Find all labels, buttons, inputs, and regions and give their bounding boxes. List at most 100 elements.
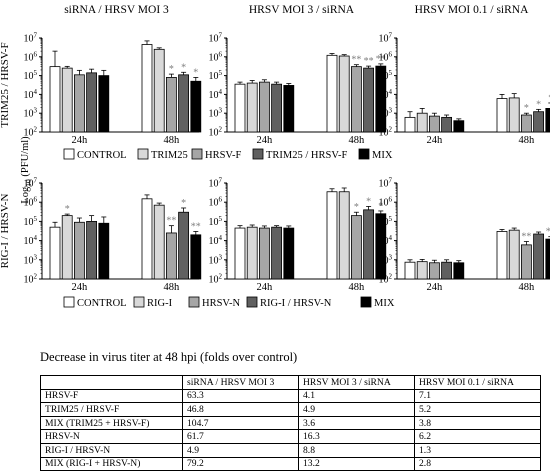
y-tick-label: 106 — [379, 196, 393, 209]
x-tick-label: 24h — [427, 135, 444, 146]
y-tick-label: 104 — [209, 88, 223, 101]
bar — [326, 191, 338, 280]
legend-swatch — [360, 296, 372, 308]
y-tick-label: 103 — [209, 107, 223, 120]
bar — [496, 98, 508, 133]
y-tick-label: 106 — [24, 50, 38, 63]
bar — [246, 226, 258, 280]
bar — [404, 261, 416, 280]
table-row: HRSV-F 63.3 4.1 7.1 — [40, 388, 541, 404]
table-cell: 3.6 — [298, 415, 415, 431]
y-tick-label: 104 — [24, 234, 38, 247]
table-row: MIX (TRIM25 + HRSV-F) 104.7 3.6 3.8 — [40, 415, 541, 431]
y-tick-label: 106 — [209, 196, 223, 209]
legend-label: TRIM25 — [151, 150, 188, 161]
significance-mark: ** — [546, 227, 550, 238]
legend-label: CONTROL — [77, 150, 127, 161]
bar — [508, 97, 520, 133]
table-header-cell: HRSV MOI 0.1 / siRNA — [414, 375, 541, 390]
bar — [283, 227, 295, 280]
bar — [533, 233, 544, 280]
y-tick-label: 106 — [379, 50, 393, 63]
y-tick-label: 105 — [209, 69, 223, 82]
table-cell: 4.9 — [182, 442, 299, 458]
bar — [545, 238, 550, 280]
bar — [428, 262, 440, 280]
y-tick-label: 102 — [379, 273, 393, 286]
y-tick-label: 107 — [379, 32, 393, 45]
bar — [338, 55, 350, 133]
significance-mark: ** — [376, 54, 386, 65]
bar — [49, 226, 61, 280]
table-cell: 61.7 — [182, 429, 299, 444]
x-tick-label: 24h — [72, 135, 89, 146]
bar — [363, 67, 375, 133]
table-cell: 5.2 — [414, 402, 541, 417]
table-cell: 3.8 — [414, 415, 541, 431]
x-tick-label: 48h — [519, 282, 536, 293]
bar — [61, 215, 73, 280]
legend-swatch — [358, 148, 370, 160]
legend-swatch — [191, 148, 203, 160]
y-tick-label: 103 — [24, 253, 38, 266]
bar — [190, 80, 202, 133]
significance-mark: ** — [191, 221, 201, 232]
bar — [153, 204, 165, 280]
bar — [416, 112, 428, 133]
y-tick-label: 102 — [24, 273, 38, 286]
x-tick-label: 48h — [349, 282, 366, 293]
legend-label: TRIM25 / HRSV-F — [266, 150, 347, 161]
bar — [98, 222, 110, 280]
y-tick-label: 107 — [379, 177, 393, 190]
table-cell: 4.1 — [298, 388, 415, 404]
table-header-cell: HRSV MOI 3 / siRNA — [298, 375, 415, 390]
x-tick-label: 48h — [349, 135, 366, 146]
bar — [521, 244, 532, 280]
table-row: RIG-I / HRSV-N 4.9 8.8 1.3 — [40, 442, 541, 458]
legend-label: CONTROL — [77, 298, 127, 309]
bar — [338, 191, 350, 280]
bar — [178, 211, 190, 280]
y-tick-label: 107 — [24, 32, 38, 45]
bar — [86, 72, 97, 133]
significance-mark: * — [366, 196, 371, 207]
bar — [350, 215, 362, 280]
bar — [86, 220, 97, 280]
y-tick-label: 107 — [209, 32, 223, 45]
table-cell: 4.9 — [298, 402, 415, 417]
bar — [258, 81, 270, 133]
legend-swatch — [133, 296, 145, 308]
x-tick-label: 24h — [257, 282, 274, 293]
y-tick-label: 105 — [379, 215, 393, 228]
bar — [453, 120, 465, 133]
y-tick-label: 103 — [379, 253, 393, 266]
y-tick-label: 107 — [209, 177, 223, 190]
bar — [74, 74, 85, 133]
significance-mark: * — [181, 198, 186, 209]
table-header-cell — [40, 375, 183, 390]
y-tick-label: 105 — [24, 69, 38, 82]
y-tick-label: 105 — [24, 215, 38, 228]
x-tick-label: 48h — [164, 135, 181, 146]
significance-mark: ** — [166, 216, 176, 227]
significance-mark: ** — [521, 231, 531, 242]
legend-label: MIX — [372, 150, 393, 161]
table-cell: MIX (TRIM25 + HRSV-F) — [40, 415, 183, 431]
bar — [178, 74, 190, 133]
table-header-row: siRNA / HRSV MOI 3 HRSV MOI 3 / siRNA HR… — [40, 375, 541, 390]
bar — [441, 261, 453, 280]
significance-mark: ** — [364, 56, 374, 67]
table-cell: 16.3 — [298, 429, 415, 444]
bar — [545, 108, 550, 133]
table-cell: TRIM25 / HRSV-F — [40, 402, 183, 417]
table-cell: 1.3 — [414, 442, 541, 458]
table-cell: HRSV-F — [40, 388, 183, 404]
x-tick-label: 48h — [164, 282, 181, 293]
table-cell: 63.3 — [182, 388, 299, 404]
y-tick-label: 104 — [379, 88, 393, 101]
y-tick-label: 103 — [379, 107, 393, 120]
significance-mark: ** — [351, 55, 361, 66]
y-tick-label: 102 — [209, 126, 223, 139]
row-label: TRIM25 / HRSV-F — [0, 42, 11, 127]
row-label: RIG-I / HRSV-N — [0, 194, 11, 269]
